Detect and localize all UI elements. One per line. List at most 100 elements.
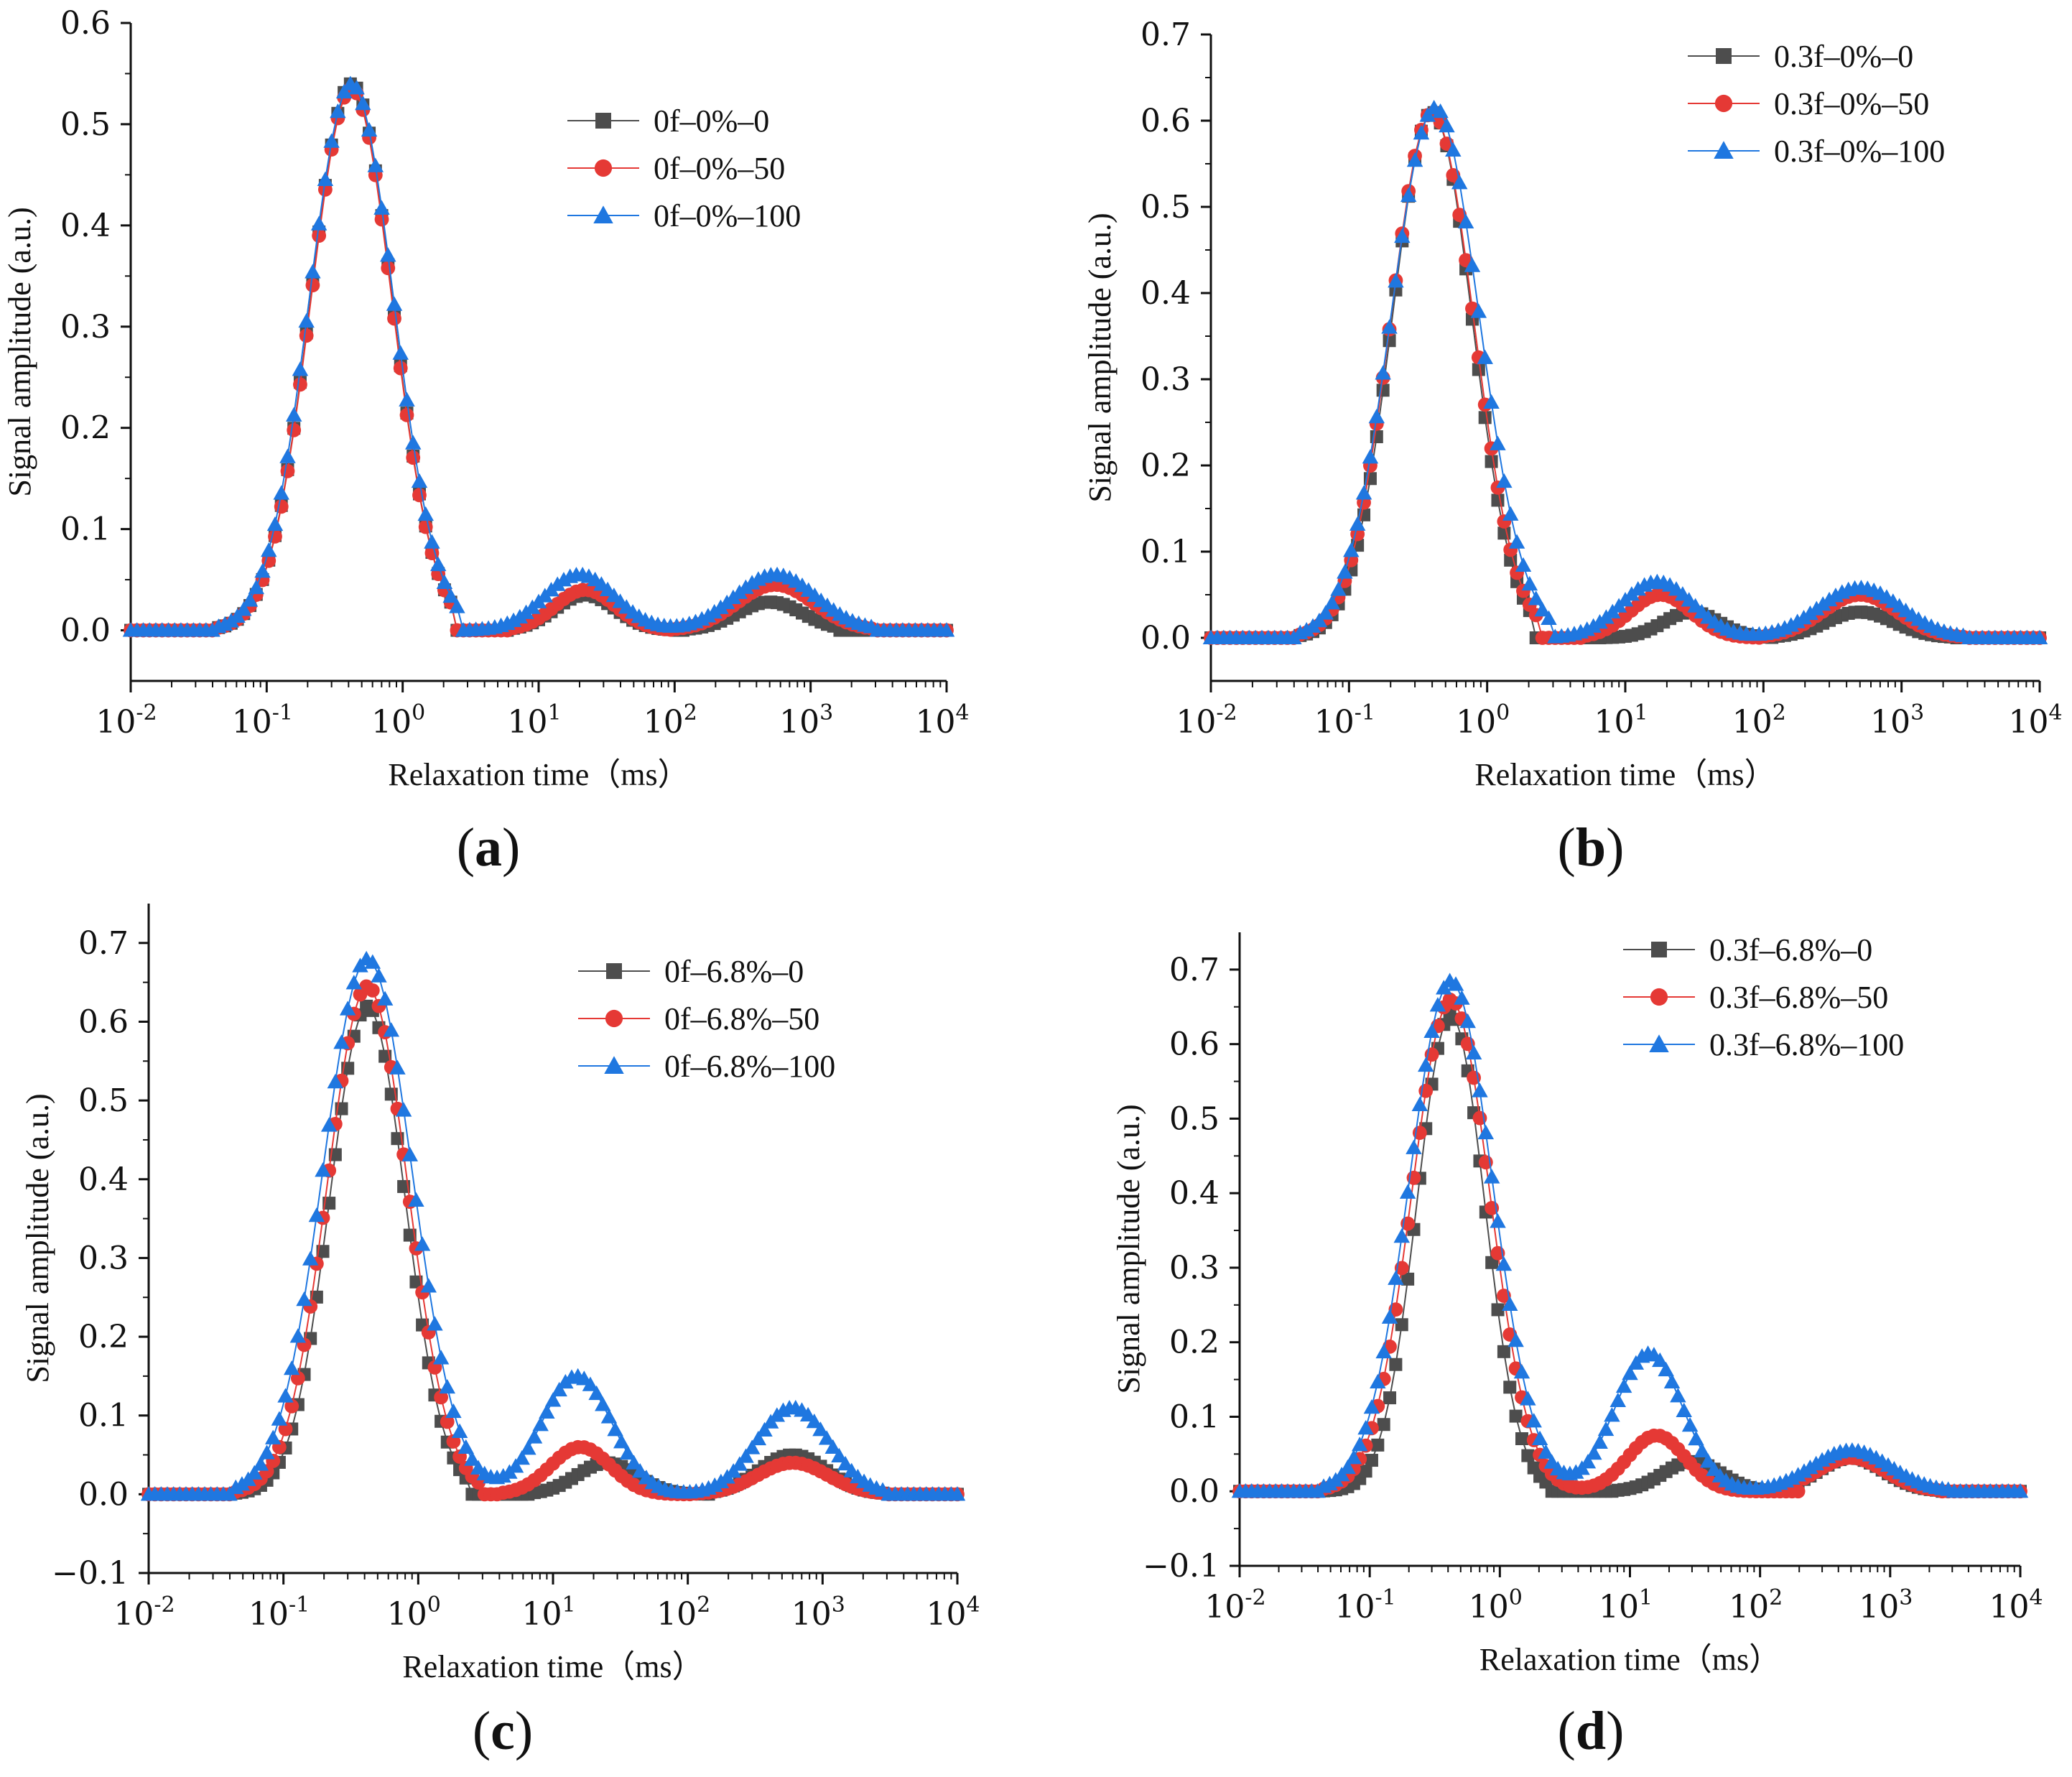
data-point	[595, 1396, 611, 1411]
data-point	[1457, 213, 1474, 228]
data-point	[268, 529, 282, 544]
data-point	[600, 1409, 618, 1424]
data-point	[1317, 605, 1334, 620]
y-tick-label: 0.4	[60, 208, 111, 244]
data-point	[277, 1388, 294, 1403]
data-point	[241, 592, 259, 607]
series-square	[1204, 106, 2046, 644]
y-tick-label: 0.2	[1169, 1324, 1219, 1361]
data-point	[1377, 1418, 1390, 1432]
data-point	[1445, 141, 1462, 157]
x-tick-label: 102	[644, 700, 697, 741]
data-point	[376, 990, 394, 1006]
data-point	[1502, 1296, 1518, 1312]
data-point	[312, 228, 327, 243]
data-point	[365, 983, 380, 998]
data-point	[1604, 1407, 1620, 1422]
panel-label: (d)	[1558, 1701, 1625, 1761]
data-point	[1478, 411, 1492, 424]
data-point	[1515, 1432, 1528, 1446]
x-axis-title: Relaxation time（ms）	[402, 1649, 703, 1684]
data-point	[1509, 1409, 1523, 1423]
data-point	[1406, 152, 1423, 167]
data-point	[824, 1439, 842, 1454]
data-point	[308, 1207, 325, 1222]
data-point	[1394, 228, 1411, 243]
y-tick-label: 0.4	[1140, 275, 1191, 312]
y-tick-label: 0.3	[1169, 1250, 1219, 1286]
data-point	[1376, 384, 1390, 397]
legend-entry: 0f–0%–100	[654, 198, 801, 233]
data-point	[1363, 1398, 1380, 1414]
data-point	[1513, 1364, 1530, 1379]
data-point	[1362, 449, 1379, 464]
y-tick-label: 0.5	[1169, 1100, 1219, 1137]
data-point	[1400, 187, 1417, 203]
data-point	[418, 519, 433, 534]
data-point	[427, 1316, 443, 1331]
data-point	[1381, 319, 1398, 334]
data-point	[495, 1467, 511, 1483]
data-point	[1496, 473, 1513, 488]
y-tick-label: 0.6	[1169, 1026, 1219, 1063]
y-axis-title: Signal amplitude (a.u.)	[20, 1093, 55, 1383]
data-point	[1370, 1373, 1386, 1388]
data-point	[1365, 1454, 1378, 1467]
data-point	[1622, 1365, 1638, 1381]
x-tick-label: 101	[1594, 700, 1648, 741]
y-tick-label: 0.2	[78, 1319, 129, 1355]
data-point	[204, 622, 220, 637]
legend-entry: 0f–6.8%–100	[664, 1049, 835, 1084]
data-point	[464, 1451, 480, 1466]
series-circle	[124, 81, 954, 638]
data-point	[252, 1456, 269, 1471]
data-point	[1298, 622, 1315, 637]
data-point	[1534, 601, 1551, 617]
y-tick-label: 0.0	[60, 613, 111, 649]
data-point	[1630, 581, 1647, 596]
data-point	[1355, 485, 1372, 500]
legend-entry: 0f–6.8%–50	[664, 1001, 819, 1036]
data-point	[335, 83, 353, 99]
y-tick-label: 0.5	[1140, 189, 1191, 226]
data-point	[355, 96, 371, 111]
data-point	[392, 345, 409, 360]
data-point	[393, 361, 408, 376]
data-point	[1401, 1272, 1415, 1286]
data-point	[1699, 1453, 1716, 1468]
data-point	[1658, 1361, 1674, 1377]
data-point	[285, 407, 302, 422]
data-point	[246, 1465, 263, 1480]
data-point	[1359, 1465, 1372, 1478]
data-point	[371, 968, 387, 983]
data-point	[1789, 613, 1806, 628]
data-point	[367, 157, 384, 172]
data-point	[1330, 581, 1347, 596]
data-point	[274, 499, 289, 514]
data-point	[1694, 1442, 1711, 1458]
data-point	[293, 377, 307, 392]
series-square	[142, 999, 964, 1501]
data-point	[1333, 1467, 1350, 1482]
data-point	[266, 516, 284, 532]
data-point	[457, 1439, 474, 1454]
data-point	[1477, 1124, 1495, 1140]
data-point	[414, 1236, 431, 1251]
data-point	[949, 1486, 966, 1501]
y-tick-label: 0.3	[1140, 361, 1191, 398]
legend-marker	[595, 113, 611, 129]
data-point	[327, 1074, 344, 1089]
x-tick-label: 102	[1732, 700, 1786, 741]
data-point	[1339, 1459, 1356, 1475]
data-point	[1447, 976, 1464, 991]
y-tick-label: 0.2	[60, 410, 111, 447]
data-point	[1472, 1082, 1488, 1098]
series-line	[149, 957, 957, 1495]
legend-marker	[1714, 141, 1734, 159]
data-point	[289, 1328, 307, 1343]
data-point	[1670, 1388, 1686, 1403]
data-point	[1459, 1013, 1476, 1029]
x-tick-label: 10-2	[1204, 1585, 1265, 1625]
data-point	[738, 1448, 754, 1463]
y-tick-label: 0.1	[1140, 534, 1191, 570]
